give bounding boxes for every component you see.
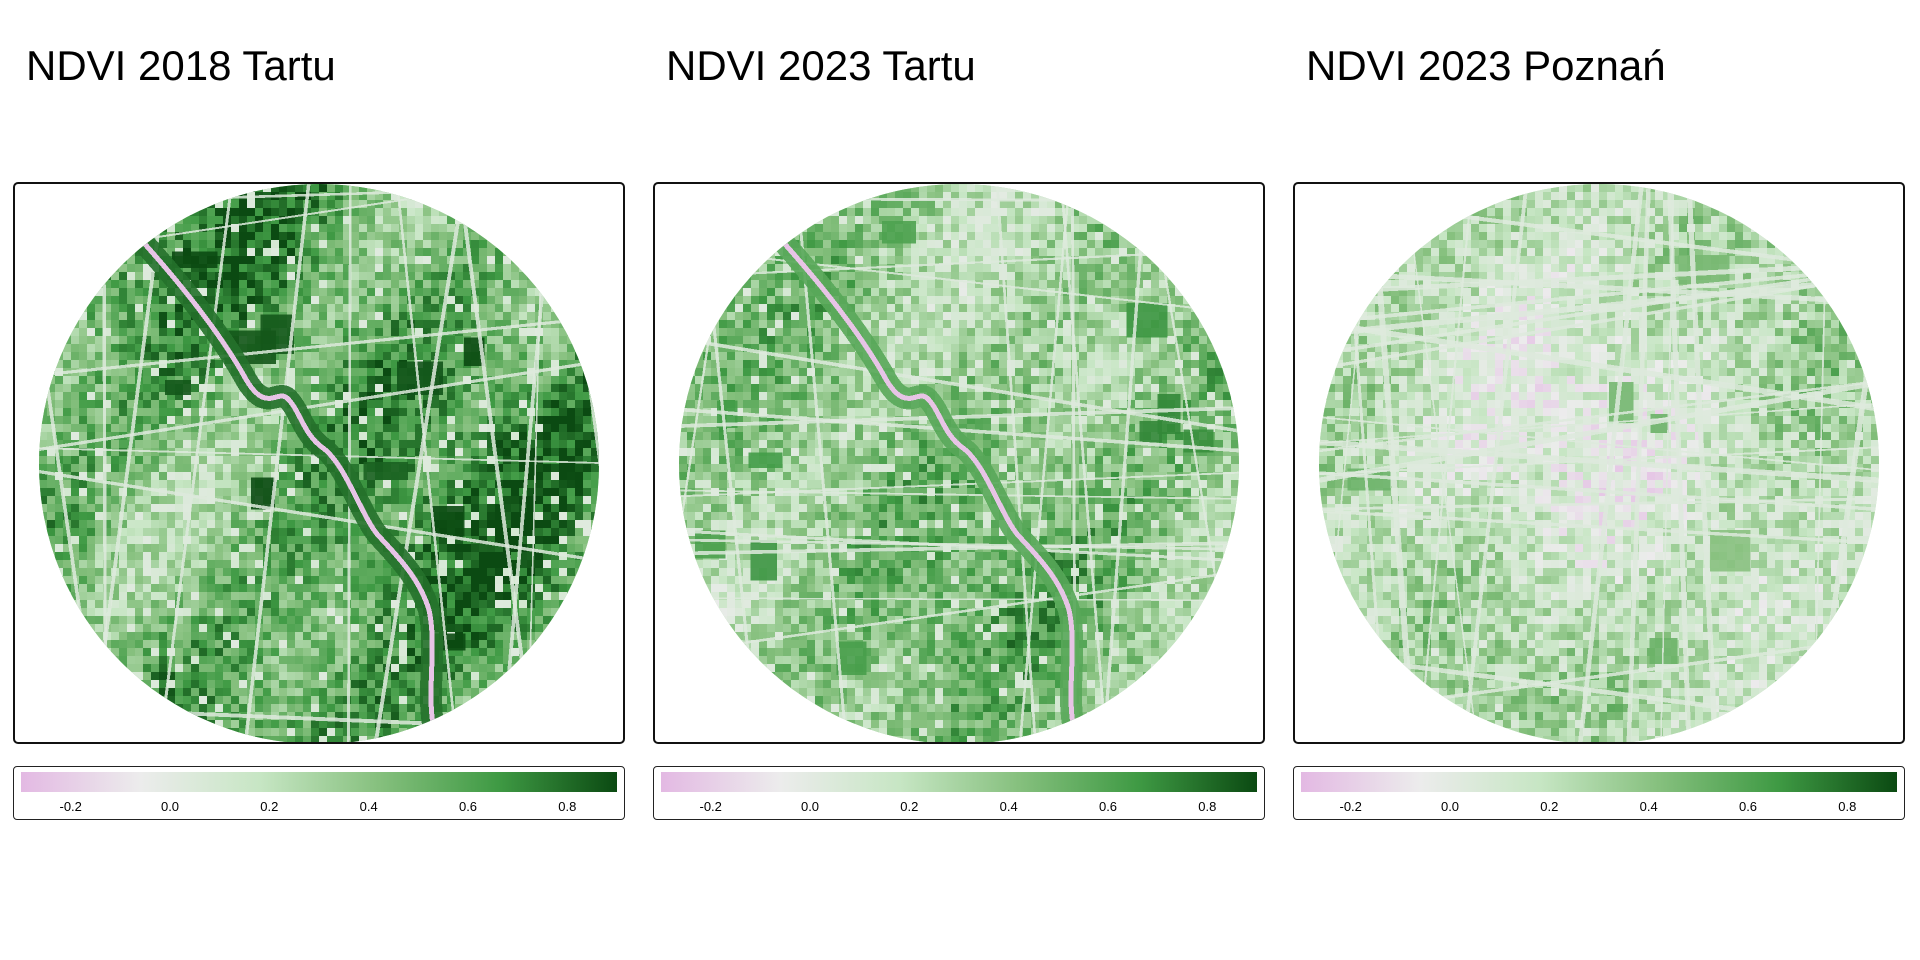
legend-tick-label: -0.2 <box>699 799 722 814</box>
legend-color-bar <box>21 772 617 792</box>
legend-tick-label: 0.8 <box>558 799 577 814</box>
ndvi-panel-2023-poznan: NDVI 2023 Poznań -0.2 0.0 0.2 0.4 0.6 0.… <box>1293 0 1907 960</box>
color-legend: -0.2 0.0 0.2 0.4 0.6 0.8 <box>1293 766 1905 820</box>
legend-tick-label: 0.8 <box>1838 799 1857 814</box>
ndvi-raster <box>39 184 599 742</box>
legend-tick-label: 0.0 <box>160 799 180 814</box>
legend-color-bar <box>1301 772 1897 792</box>
ndvi-map <box>1319 184 1879 742</box>
legend-tick-label: -0.2 <box>59 799 82 814</box>
legend-tick-label: 0.4 <box>359 799 378 814</box>
map-frame <box>13 182 625 744</box>
color-legend: -0.2 0.0 0.2 0.4 0.6 0.8 <box>653 766 1265 820</box>
legend-tick-label: 0.2 <box>900 799 919 814</box>
legend-tick-label: 0.8 <box>1198 799 1217 814</box>
legend-tick-label: 0.6 <box>458 799 478 814</box>
legend-tick-label: 0.4 <box>1639 799 1658 814</box>
legend-tick-label: 0.2 <box>260 799 279 814</box>
legend-tick-label: 0.2 <box>1540 799 1559 814</box>
legend-tick-label: 0.4 <box>999 799 1018 814</box>
ndvi-raster <box>1319 184 1879 742</box>
legend-tick-label: 0.0 <box>800 799 820 814</box>
panel-title: NDVI 2023 Tartu <box>666 42 976 89</box>
legend-tick-label: 0.6 <box>1098 799 1118 814</box>
ndvi-map <box>39 184 599 742</box>
legend-tick-label: -0.2 <box>1339 799 1362 814</box>
panel-title: NDVI 2023 Poznań <box>1306 42 1666 89</box>
map-frame <box>1293 182 1905 744</box>
ndvi-panel-2018-tartu: NDVI 2018 Tartu -0.2 0.0 0.2 0.4 0.6 0.8 <box>13 0 627 960</box>
map-frame <box>653 182 1265 744</box>
legend-tick-label: 0.0 <box>1440 799 1460 814</box>
panel-title: NDVI 2018 Tartu <box>26 42 336 89</box>
ndvi-raster <box>679 184 1239 742</box>
color-legend: -0.2 0.0 0.2 0.4 0.6 0.8 <box>13 766 625 820</box>
legend-tick-label: 0.6 <box>1738 799 1758 814</box>
legend-color-bar <box>661 772 1257 792</box>
ndvi-map <box>679 184 1239 742</box>
ndvi-panel-2023-tartu: NDVI 2023 Tartu -0.2 0.0 0.2 0.4 0.6 0.8 <box>653 0 1267 960</box>
